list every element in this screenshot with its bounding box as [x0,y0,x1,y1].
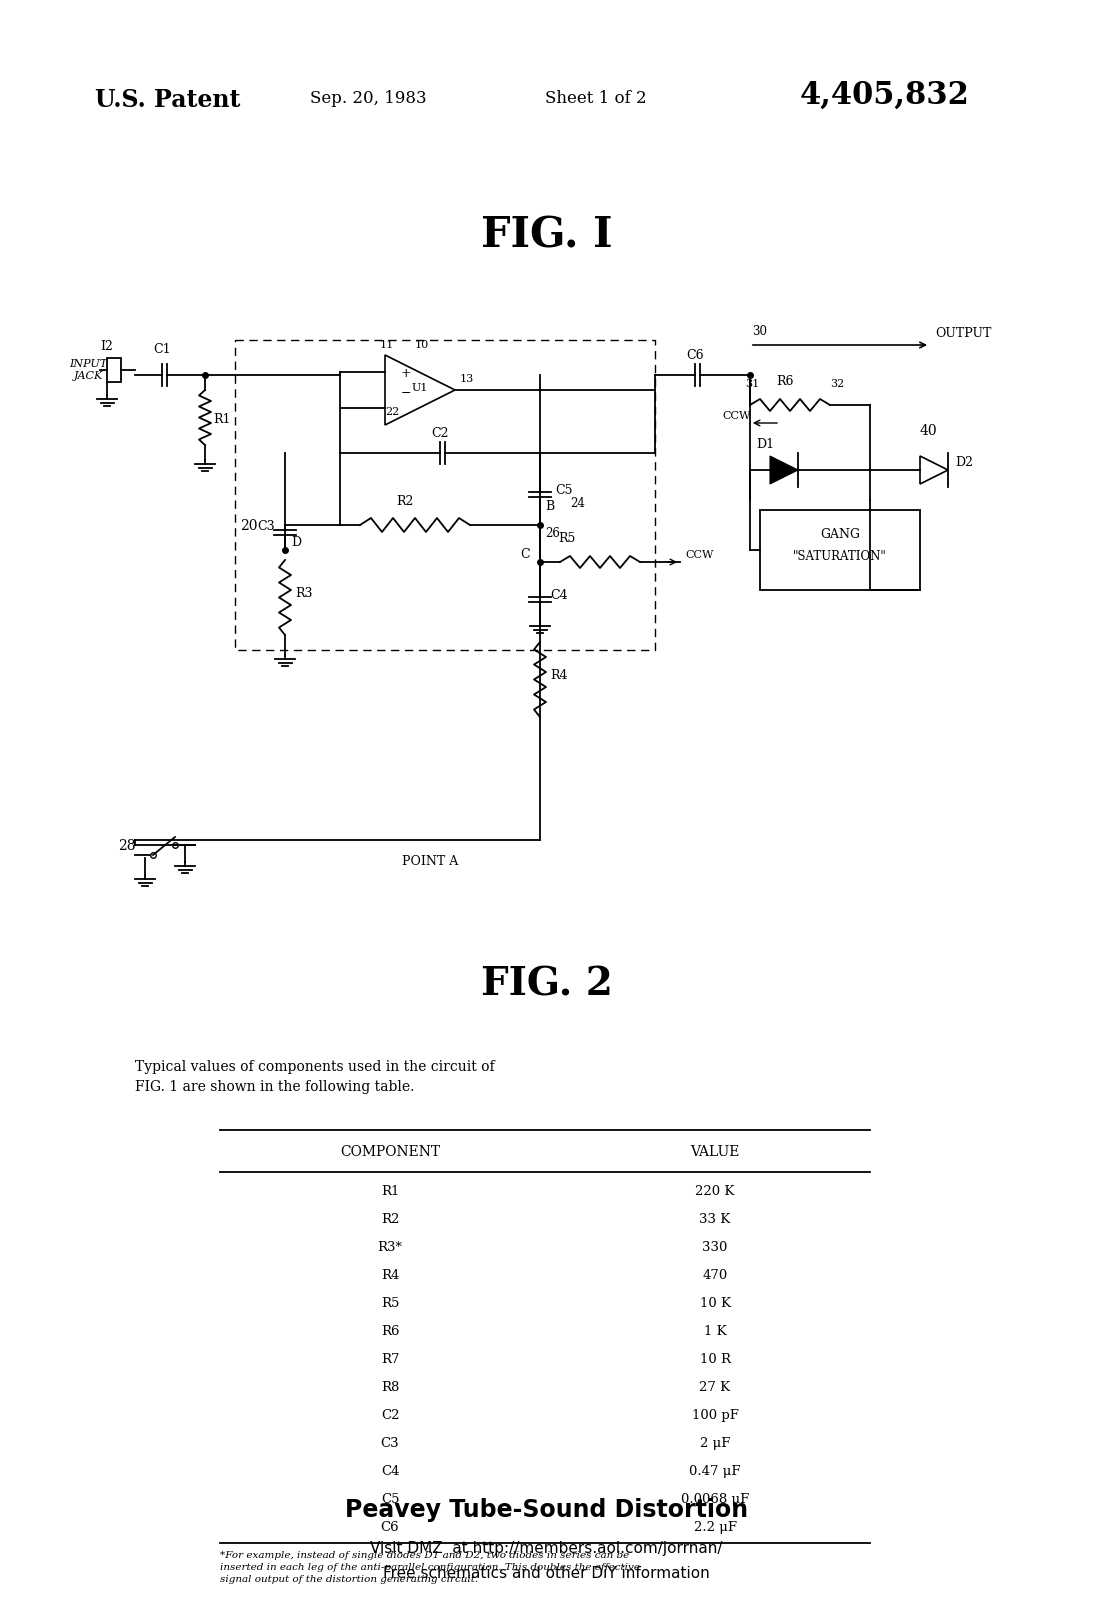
Polygon shape [769,456,798,483]
Text: 27 K: 27 K [700,1381,730,1394]
Text: R5: R5 [380,1298,399,1310]
Bar [760,510,920,590]
Text: Peavey Tube-Sound Distortion: Peavey Tube-Sound Distortion [345,1498,748,1522]
Text: 30: 30 [752,325,767,338]
Text: D: D [291,536,302,549]
Bar [107,358,121,382]
Text: 11: 11 [380,341,395,350]
Text: COMPONENT: COMPONENT [340,1146,440,1160]
Text: 330: 330 [703,1242,728,1254]
Text: C4: C4 [550,589,567,602]
Text: C: C [520,547,530,562]
Text: R3*: R3* [377,1242,402,1254]
Text: 13: 13 [460,374,474,384]
Text: 100 pF: 100 pF [692,1410,739,1422]
Text: I2: I2 [101,341,114,354]
Text: R2: R2 [397,494,413,509]
Text: R6: R6 [776,374,794,387]
Text: VALUE: VALUE [691,1146,740,1160]
Text: 20: 20 [240,518,258,533]
Text: FIG. I: FIG. I [481,214,612,256]
Text: +: + [400,368,411,381]
Text: 31: 31 [745,379,760,389]
Text: 1 K: 1 K [704,1325,727,1338]
Text: 2 μF: 2 μF [700,1437,730,1450]
Text: C5: C5 [555,483,573,498]
Text: R8: R8 [380,1381,399,1394]
Text: R6: R6 [380,1325,399,1338]
Text: 4,405,832: 4,405,832 [800,80,969,110]
Text: OUTPUT: OUTPUT [935,326,991,341]
Text: C1: C1 [153,342,171,357]
Text: −: − [400,387,411,400]
Text: B: B [545,499,554,514]
Text: CCW: CCW [722,411,751,421]
Text: 470: 470 [703,1269,728,1282]
Text: D1: D1 [756,438,774,451]
Text: C3: C3 [257,520,274,533]
Text: R2: R2 [380,1213,399,1226]
Text: Free schematics and other DiY information: Free schematics and other DiY informatio… [384,1565,709,1581]
Text: 10: 10 [415,341,430,350]
Text: 24: 24 [571,498,585,510]
Text: C6: C6 [686,349,704,362]
Text: *For example, instead of single diodes D1 and D2, two diodes in series can be
in: *For example, instead of single diodes D… [220,1550,640,1584]
Text: 0.0068 μF: 0.0068 μF [681,1493,749,1506]
Text: R5: R5 [559,531,576,546]
Text: R1: R1 [380,1186,399,1198]
Text: 0.47 μF: 0.47 μF [690,1466,741,1478]
Text: 33 K: 33 K [700,1213,730,1226]
Text: U.S. Patent: U.S. Patent [95,88,240,112]
Text: R3: R3 [295,587,313,600]
Text: 220 K: 220 K [695,1186,734,1198]
Text: Sep. 20, 1983: Sep. 20, 1983 [310,90,426,107]
Text: 10 R: 10 R [700,1354,730,1366]
Text: CCW: CCW [685,550,714,560]
Text: C3: C3 [380,1437,399,1450]
Text: C6: C6 [380,1522,399,1534]
Text: 2.2 μF: 2.2 μF [693,1522,737,1534]
Text: FIG. 2: FIG. 2 [481,966,612,1005]
Text: Sheet 1 of 2: Sheet 1 of 2 [545,90,647,107]
Text: C5: C5 [380,1493,399,1506]
Text: 22: 22 [385,406,399,418]
Text: Visit DMZ  at http://members.aol.com/jorrnan/: Visit DMZ at http://members.aol.com/jorr… [371,1541,722,1555]
Text: 40: 40 [920,424,938,438]
Text: 32: 32 [830,379,844,389]
Text: 10 K: 10 K [700,1298,730,1310]
Text: "SATURATION": "SATURATION" [794,550,886,563]
Text: R1: R1 [213,413,231,426]
Text: POINT A: POINT A [402,854,458,867]
Text: 28: 28 [118,838,136,853]
Text: Typical values of components used in the circuit of
FIG. 1 are shown in the foll: Typical values of components used in the… [136,1059,495,1093]
Text: R4: R4 [380,1269,399,1282]
Text: U1: U1 [412,382,428,394]
Text: 26: 26 [545,526,560,541]
Text: D2: D2 [955,456,973,469]
Text: INPUT
JACK: INPUT JACK [69,358,107,381]
Text: C2: C2 [380,1410,399,1422]
Text: R4: R4 [550,669,567,682]
Text: C2: C2 [432,427,449,440]
Text: C4: C4 [380,1466,399,1478]
Text: GANG: GANG [820,528,860,541]
Text: R7: R7 [380,1354,399,1366]
